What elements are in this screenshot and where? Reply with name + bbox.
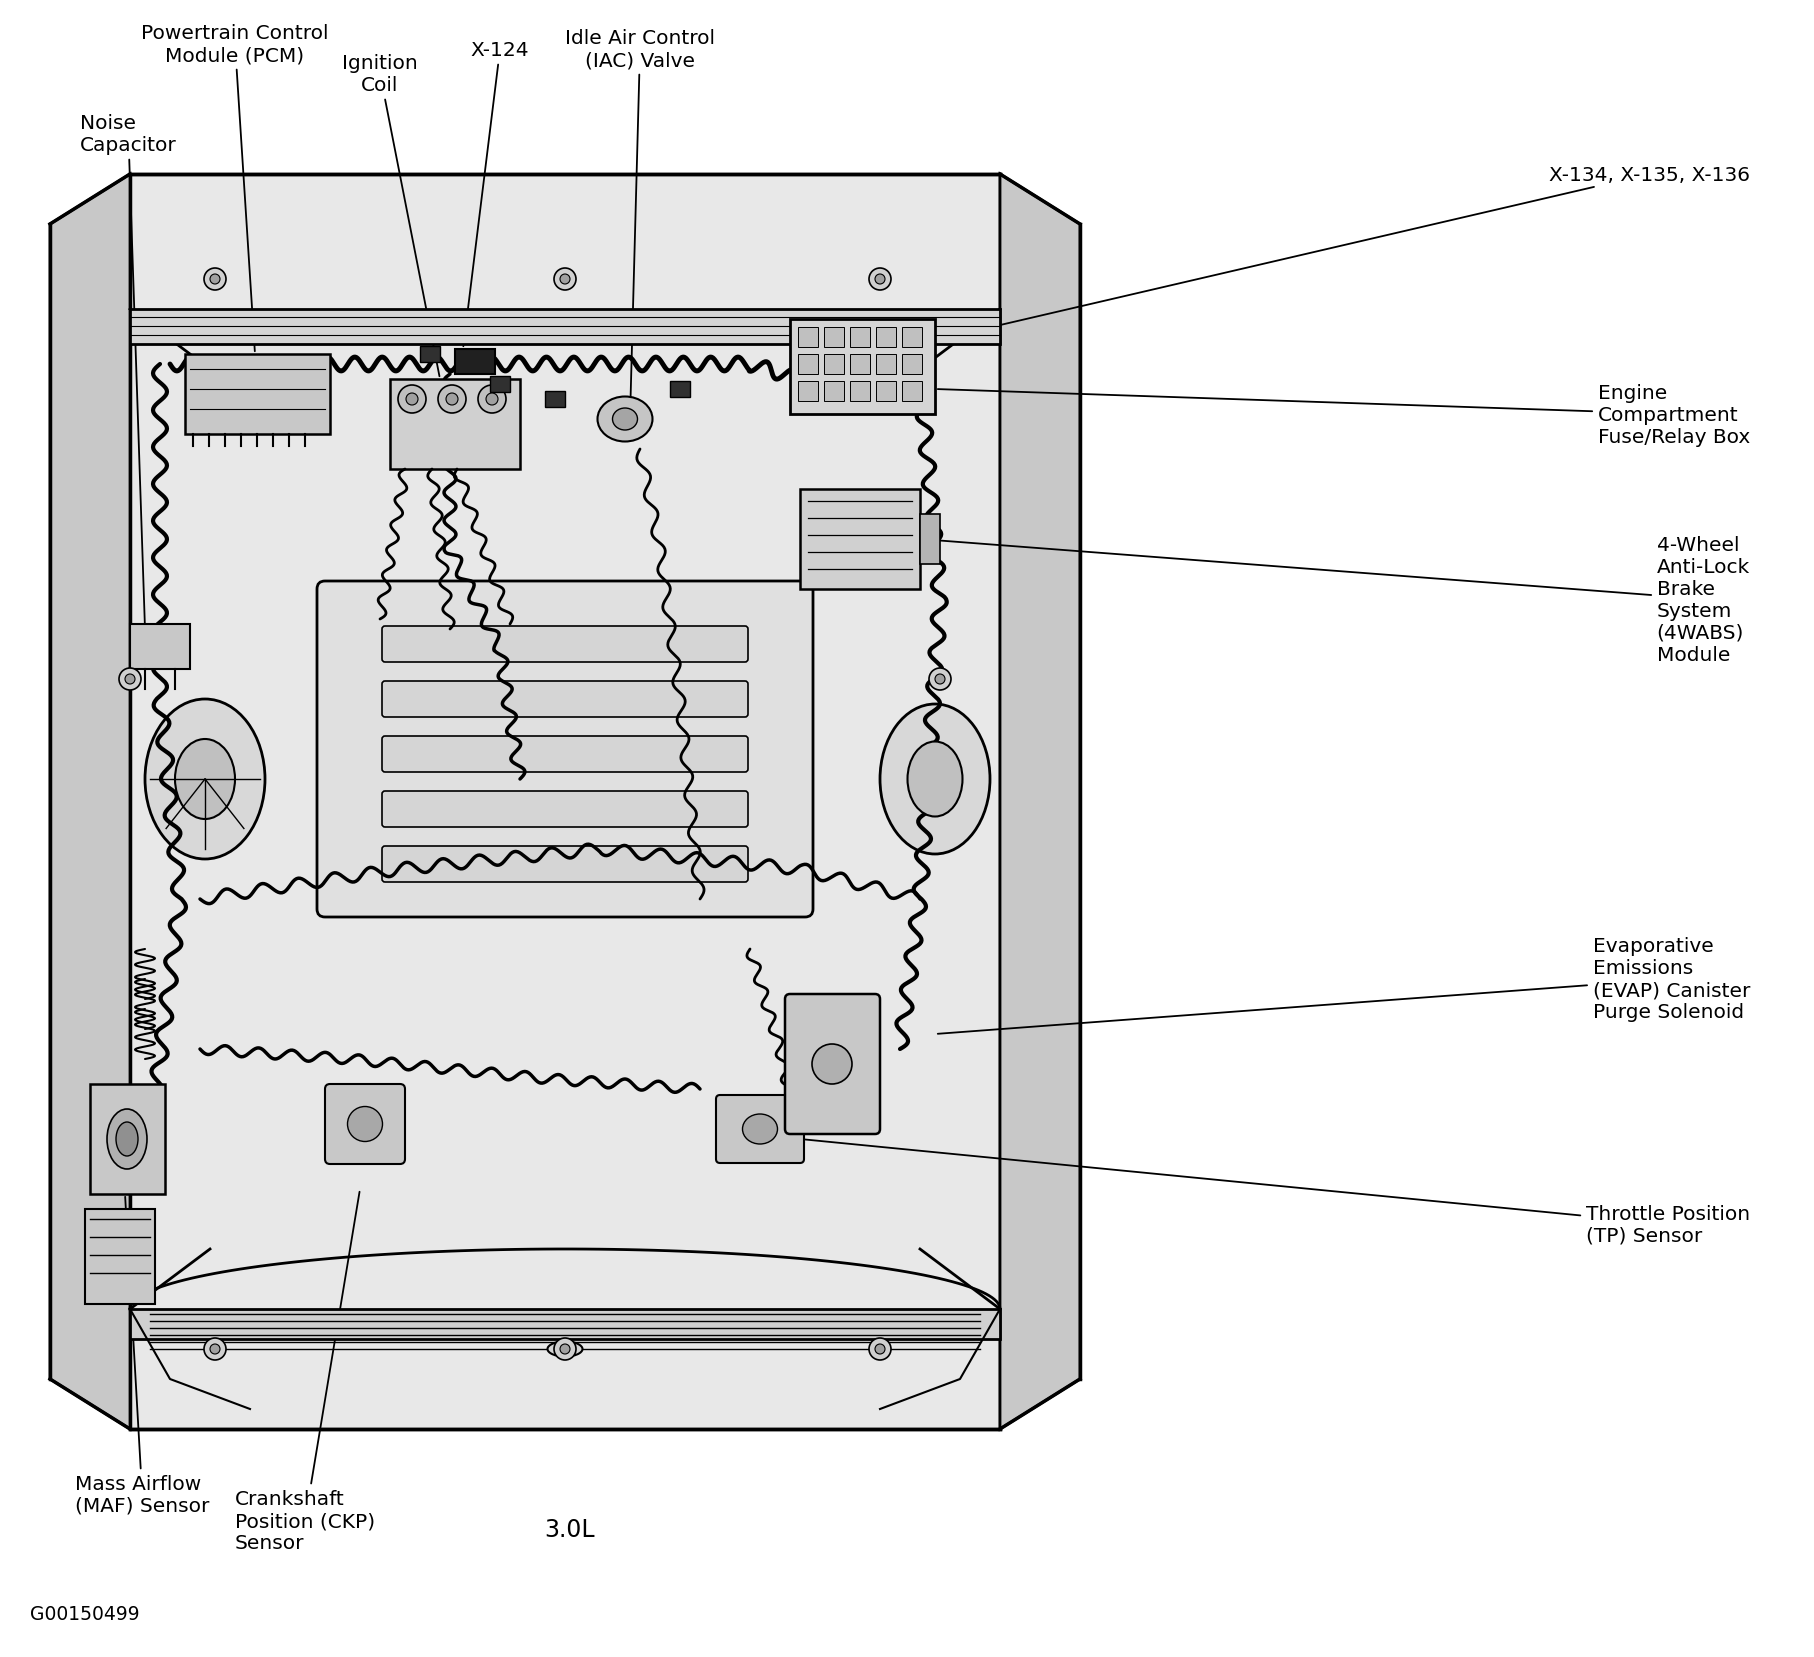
Bar [798,381,818,401]
Bar [876,355,896,374]
Ellipse shape [120,668,141,691]
Text: X-124: X-124 [463,41,530,346]
Bar [902,355,922,374]
Ellipse shape [397,386,426,414]
Bar [876,381,896,401]
Ellipse shape [145,699,265,860]
FancyBboxPatch shape [381,847,747,883]
Ellipse shape [346,1107,383,1142]
Bar [390,379,521,469]
Ellipse shape [742,1114,776,1145]
Bar [902,381,922,401]
Bar [849,355,869,374]
Bar [131,625,190,669]
Ellipse shape [553,1339,575,1360]
FancyBboxPatch shape [381,792,747,827]
Ellipse shape [477,386,506,414]
Ellipse shape [548,1342,582,1357]
Bar [669,381,689,398]
Polygon shape [131,176,1000,1428]
FancyBboxPatch shape [317,582,813,918]
Bar [902,328,922,348]
Text: Ignition
Coil: Ignition Coil [341,55,439,378]
Ellipse shape [934,674,945,684]
Ellipse shape [874,1344,885,1354]
Ellipse shape [203,268,227,292]
Bar [824,355,844,374]
Ellipse shape [561,275,570,285]
Bar [849,328,869,348]
Ellipse shape [116,1122,138,1157]
Ellipse shape [486,394,497,406]
FancyBboxPatch shape [785,994,880,1135]
Ellipse shape [553,268,575,292]
Bar [849,381,869,401]
Ellipse shape [210,1344,219,1354]
Bar [824,328,844,348]
Bar [419,346,439,363]
Polygon shape [51,176,131,1428]
Text: Noise
Capacitor: Noise Capacitor [80,114,176,626]
Text: Throttle Position
(TP) Sensor: Throttle Position (TP) Sensor [802,1140,1749,1244]
Ellipse shape [929,668,951,691]
Text: Powertrain Control
Module (PCM): Powertrain Control Module (PCM) [141,23,328,351]
Bar [131,310,1000,345]
Ellipse shape [874,275,885,285]
Ellipse shape [869,1339,891,1360]
Bar [85,1210,154,1304]
Bar [824,381,844,401]
Text: Mass Airflow
(MAF) Sensor: Mass Airflow (MAF) Sensor [74,1196,209,1514]
Ellipse shape [907,742,961,817]
Ellipse shape [125,674,134,684]
Bar [876,328,896,348]
Polygon shape [1000,176,1079,1428]
Ellipse shape [107,1109,147,1170]
Ellipse shape [203,1339,227,1360]
Ellipse shape [446,394,457,406]
Bar [544,391,564,408]
Bar [798,355,818,374]
Ellipse shape [561,1344,570,1354]
Ellipse shape [811,1044,851,1084]
Bar [798,328,818,348]
Ellipse shape [597,398,653,442]
Ellipse shape [174,739,234,820]
Ellipse shape [406,394,417,406]
Ellipse shape [611,409,637,431]
FancyBboxPatch shape [381,681,747,717]
Bar [490,376,510,393]
Text: G00150499: G00150499 [31,1604,140,1624]
Ellipse shape [437,386,466,414]
Text: Idle Air Control
(IAC) Valve: Idle Air Control (IAC) Valve [564,28,715,418]
Bar [185,355,330,434]
Ellipse shape [880,704,989,855]
Bar [920,515,940,565]
FancyBboxPatch shape [381,626,747,663]
FancyBboxPatch shape [325,1084,405,1165]
Text: Crankshaft
Position (CKP)
Sensor: Crankshaft Position (CKP) Sensor [234,1191,375,1553]
Bar [800,490,920,590]
Text: 4-Wheel
Anti-Lock
Brake
System
(4WABS)
Module: 4-Wheel Anti-Lock Brake System (4WABS) M… [922,535,1749,664]
Bar [455,350,495,374]
Ellipse shape [869,268,891,292]
FancyBboxPatch shape [381,737,747,772]
Bar [131,1309,1000,1339]
Ellipse shape [210,275,219,285]
Text: X-134, X-135, X-136: X-134, X-135, X-136 [941,166,1749,340]
Bar [789,320,934,414]
Bar [91,1084,165,1195]
Text: 3.0L: 3.0L [544,1518,595,1541]
Text: Evaporative
Emissions
(EVAP) Canister
Purge Solenoid: Evaporative Emissions (EVAP) Canister Pu… [938,936,1749,1034]
FancyBboxPatch shape [715,1095,804,1163]
Text: Engine
Compartment
Fuse/Relay Box: Engine Compartment Fuse/Relay Box [938,383,1749,446]
